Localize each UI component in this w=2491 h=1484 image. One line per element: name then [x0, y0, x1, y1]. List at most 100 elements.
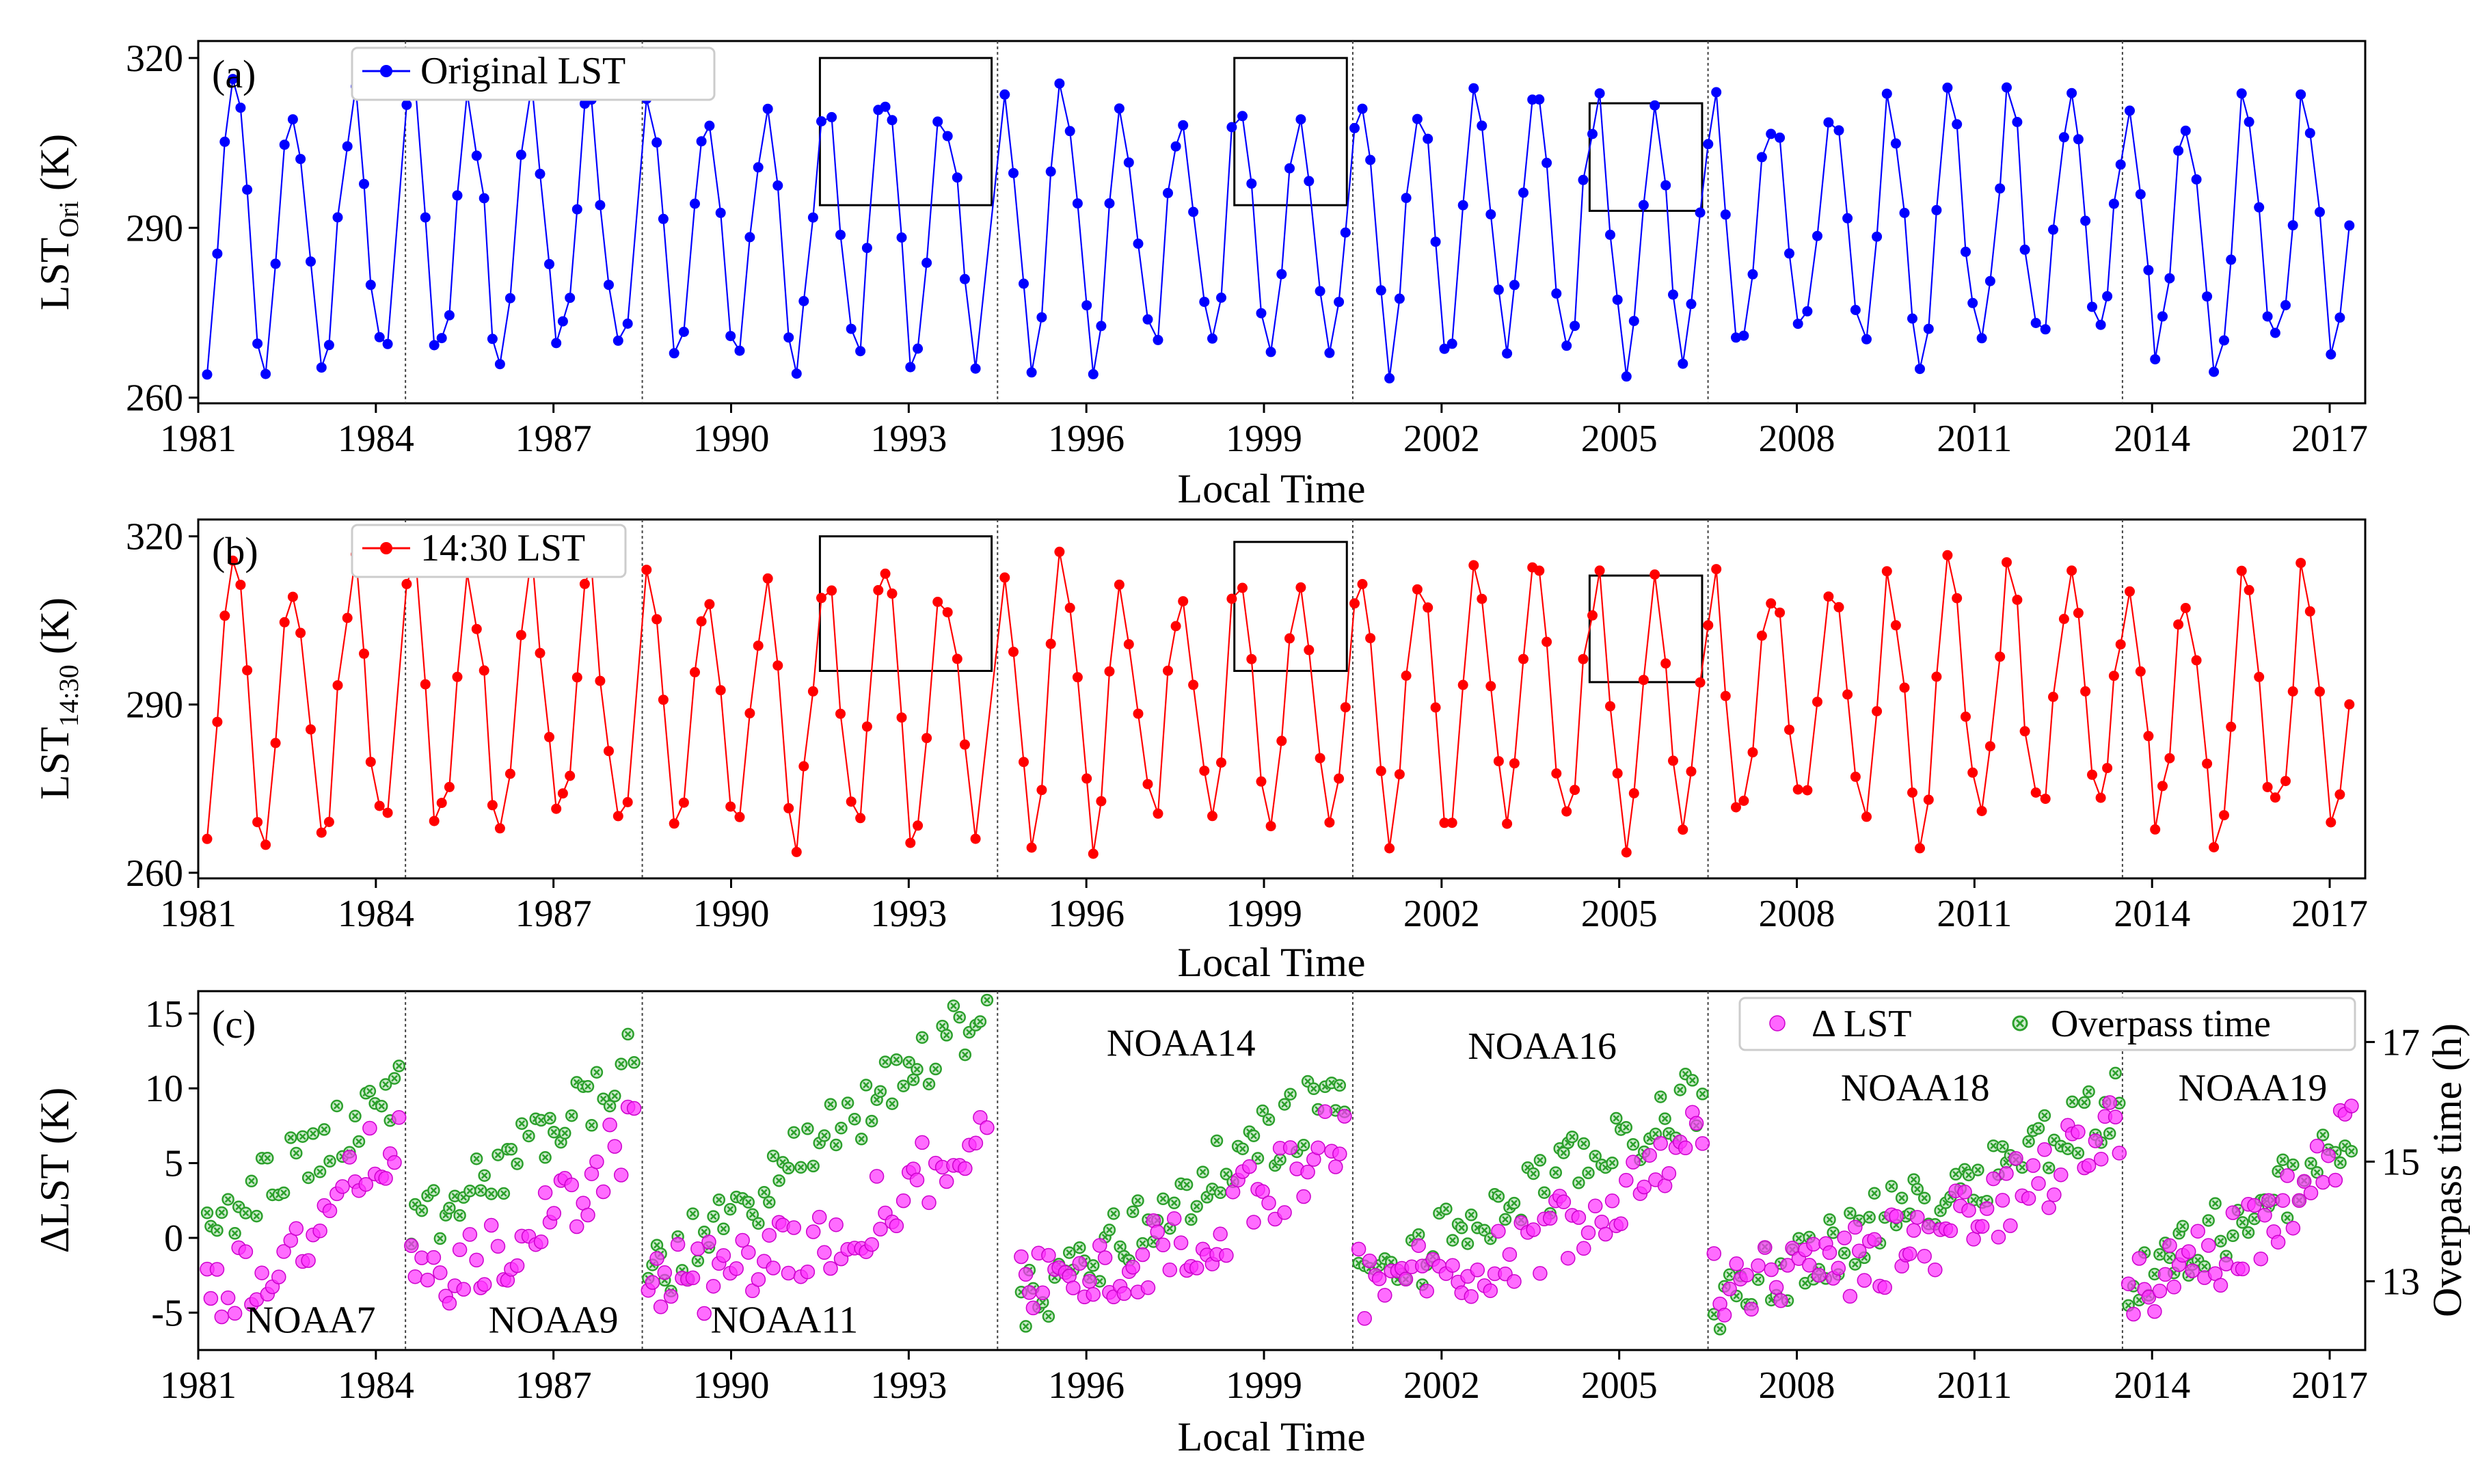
- dlst-point: [649, 1251, 664, 1266]
- legend-box: [351, 524, 627, 578]
- dlst-point: [2235, 1261, 2250, 1277]
- data-point: [1153, 808, 1163, 819]
- overpass-point: [1019, 1320, 1032, 1333]
- overpass-marker-cross: [1537, 1157, 1544, 1164]
- overpass-marker-cross: [391, 1075, 398, 1082]
- data-point: [622, 319, 633, 329]
- dlst-point: [1780, 1258, 1795, 1273]
- dlst-point: [741, 1245, 756, 1260]
- overpass-marker-cross: [1726, 1271, 1733, 1278]
- overpass-marker-cross: [2069, 1098, 2076, 1105]
- data-point: [2226, 721, 2237, 732]
- dlst-point: [1806, 1237, 1821, 1252]
- dlst-point: [1189, 1260, 1204, 1276]
- overpass-point: [306, 1127, 320, 1140]
- overpass-point: [1262, 1113, 1276, 1127]
- data-point: [2326, 349, 2337, 360]
- data-point: [535, 168, 546, 179]
- overpass-marker-cross: [1265, 1116, 1272, 1123]
- dlst-point: [1561, 1250, 1576, 1266]
- dlst-point: [301, 1253, 316, 1268]
- overpass-point: [548, 1125, 561, 1139]
- data-point: [905, 837, 916, 848]
- dlst-point: [613, 1168, 629, 1183]
- data-point: [622, 797, 633, 807]
- data-point: [1747, 269, 1758, 280]
- overpass-marker-cross: [1970, 1196, 1977, 1204]
- panel-a-legend: Original LST: [351, 46, 716, 101]
- y-tick-label: 15: [145, 993, 183, 1036]
- overpass-point: [958, 1048, 972, 1062]
- overpass-marker-cross: [287, 1134, 295, 1142]
- overpass-point: [590, 1066, 604, 1079]
- dlst-point: [1502, 1247, 1518, 1262]
- dlst-point: [805, 1224, 821, 1239]
- dlst-point: [653, 1299, 669, 1314]
- data-point: [1019, 757, 1029, 768]
- overpass-marker-cross: [412, 1201, 419, 1208]
- dlst-point: [2200, 1238, 2216, 1253]
- overpass-point: [1549, 1166, 1563, 1179]
- data-point: [270, 258, 281, 269]
- overpass-marker-cross: [1661, 1115, 1669, 1122]
- overpass-marker-cross: [1846, 1209, 1854, 1217]
- data-point: [880, 101, 891, 112]
- overpass-point: [2334, 1156, 2347, 1170]
- dlst-point: [283, 1232, 299, 1248]
- data-point: [2135, 189, 2146, 200]
- dlst-point: [2315, 1174, 2330, 1190]
- dlst-point: [762, 1228, 777, 1243]
- dlst-point: [1604, 1193, 1620, 1209]
- data-point: [565, 293, 576, 303]
- overpass-point: [1507, 1196, 1521, 1210]
- overpass-marker-cross: [326, 1157, 334, 1165]
- overpass-point: [1136, 1237, 1149, 1250]
- data-point: [1315, 753, 1325, 764]
- panel-c-ylabel-right: Overpass time (h): [2425, 1023, 2470, 1317]
- overpass-point: [1658, 1112, 1671, 1125]
- data-point: [2143, 265, 2154, 275]
- overpass-point: [1251, 1152, 1265, 1165]
- overpass-marker-cross: [1910, 1176, 1917, 1183]
- overpass-point: [1962, 1168, 1976, 1182]
- data-point: [913, 820, 924, 831]
- panel-b-frame: [197, 518, 2367, 880]
- data-point: [374, 800, 385, 811]
- data-point: [734, 345, 745, 356]
- dlst-point: [1533, 1266, 1548, 1281]
- dlst-point: [716, 1247, 731, 1263]
- panel-b-xlabel: Local Time: [1177, 940, 1365, 985]
- data-point: [471, 623, 482, 634]
- data-point: [2066, 565, 2077, 576]
- overpass-point: [485, 1187, 498, 1200]
- overpass-point: [723, 1202, 737, 1216]
- y-tick-label: 290: [126, 684, 183, 727]
- overpass-point: [1844, 1206, 1857, 1219]
- data-point: [1995, 183, 2006, 194]
- overpass-marker-cross: [1328, 1079, 1335, 1087]
- data-point: [1315, 286, 1325, 297]
- dlst-point: [909, 1172, 925, 1187]
- overpass-point: [615, 1057, 628, 1070]
- data-point: [2236, 88, 2247, 99]
- dlst-point: [533, 1234, 549, 1250]
- overpass-marker-cross: [1921, 1194, 1928, 1202]
- data-point: [772, 180, 783, 191]
- panel-b-label: (b): [212, 529, 258, 574]
- dlst-point: [1867, 1232, 1882, 1247]
- data-point: [401, 99, 412, 110]
- data-point: [783, 802, 794, 813]
- data-point: [2058, 132, 2069, 143]
- dlst-point: [1598, 1226, 1613, 1242]
- dlst-point: [1162, 1263, 1178, 1278]
- overpass-point: [2202, 1214, 2215, 1227]
- data-point: [515, 150, 526, 160]
- data-point: [1446, 818, 1457, 828]
- overpass-marker-cross: [695, 1257, 701, 1265]
- data-point: [295, 628, 306, 638]
- dlst-point: [469, 1252, 484, 1268]
- highlight-box: [1233, 57, 1348, 206]
- dlst-point: [254, 1265, 269, 1280]
- data-point: [1163, 665, 1173, 676]
- dlst-point: [1173, 1235, 1189, 1250]
